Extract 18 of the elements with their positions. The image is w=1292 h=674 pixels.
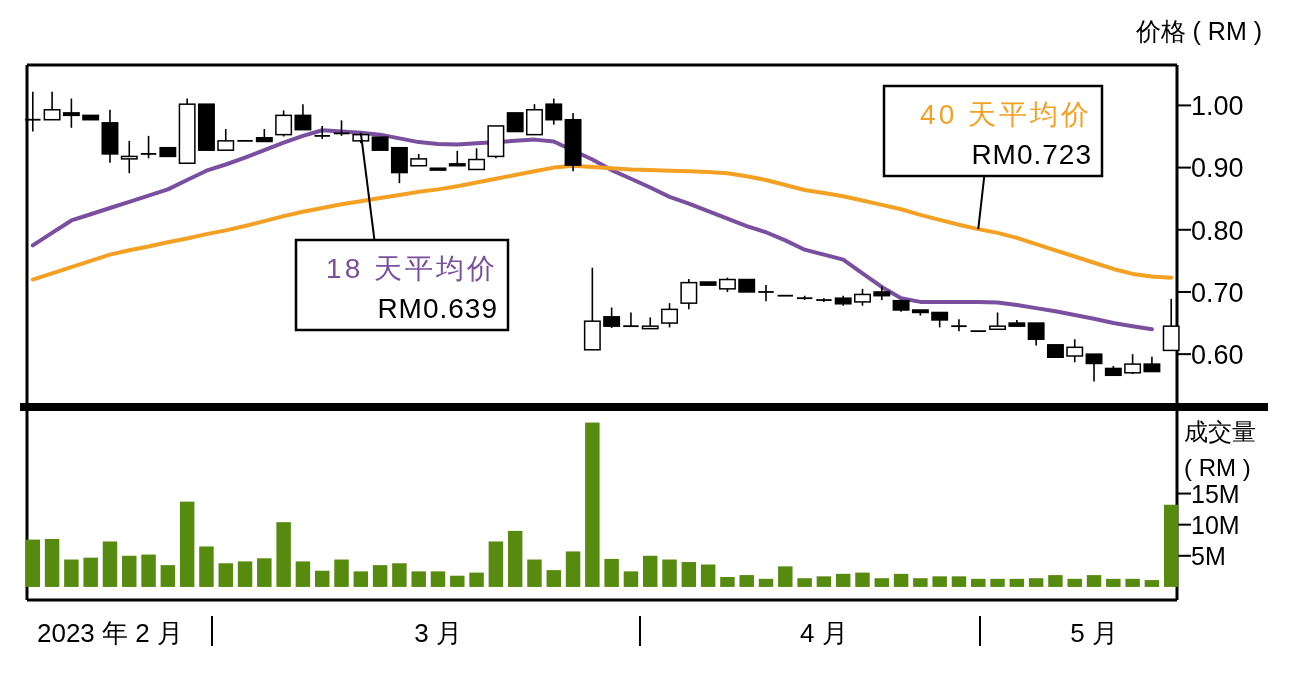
x-tick-label: 2023 年 2 月 — [36, 618, 183, 648]
y-tick-label: 0.90 — [1191, 153, 1244, 184]
y-axis-title: 成交量 ( RM ) — [1184, 418, 1256, 481]
y-tick-label: 1.00 — [1191, 91, 1244, 122]
y-tick-label: 15M — [1191, 479, 1240, 508]
y-axis-title: 价格 ( RM ) — [1134, 17, 1262, 45]
annotation: RM0.639 — [377, 293, 498, 324]
text: 40 天平均价 — [920, 99, 1092, 130]
y-tick-label: 0.70 — [1191, 277, 1244, 308]
x-tick-label: 5 月 — [1070, 618, 1118, 648]
y-tick-label: 5M — [1191, 541, 1226, 570]
x-tick-label: 4 月 — [800, 618, 848, 648]
y-tick-label: 10M — [1191, 510, 1240, 539]
y-tick-label: 0.80 — [1191, 215, 1244, 246]
text: 18 天平均价 — [326, 253, 498, 284]
x-tick-label: 3 月 — [414, 618, 462, 648]
y-tick-label: 0.60 — [1191, 339, 1244, 370]
annotation: RM0.723 — [971, 139, 1092, 170]
